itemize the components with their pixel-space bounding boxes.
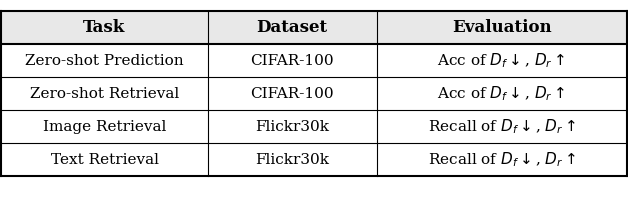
Bar — [1, 11, 627, 44]
Text: Recall of $D_f$$\downarrow$, $D_r$$\uparrow$: Recall of $D_f$$\downarrow$, $D_r$$\upar… — [428, 151, 575, 169]
Text: Image Retrieval: Image Retrieval — [43, 120, 166, 134]
Text: Acc of $D_f$$\downarrow$, $D_r$$\uparrow$: Acc of $D_f$$\downarrow$, $D_r$$\uparrow… — [438, 52, 566, 70]
Text: CIFAR-100: CIFAR-100 — [251, 54, 334, 68]
Text: Text Retrieval: Text Retrieval — [50, 153, 158, 167]
Text: Evaluation: Evaluation — [452, 19, 551, 37]
Text: CIFAR-100: CIFAR-100 — [251, 87, 334, 101]
Text: Acc of $D_f$$\downarrow$, $D_r$$\uparrow$: Acc of $D_f$$\downarrow$, $D_r$$\uparrow… — [438, 85, 566, 103]
Text: Flickr30k: Flickr30k — [255, 120, 329, 134]
Text: Dataset: Dataset — [257, 19, 328, 37]
Text: Zero-shot Prediction: Zero-shot Prediction — [25, 54, 184, 68]
Text: Zero-shot Retrieval: Zero-shot Retrieval — [30, 87, 179, 101]
Text: Flickr30k: Flickr30k — [255, 153, 329, 167]
Text: Recall of $D_f$$\downarrow$, $D_r$$\uparrow$: Recall of $D_f$$\downarrow$, $D_r$$\upar… — [428, 118, 575, 136]
Text: Task: Task — [84, 19, 126, 37]
